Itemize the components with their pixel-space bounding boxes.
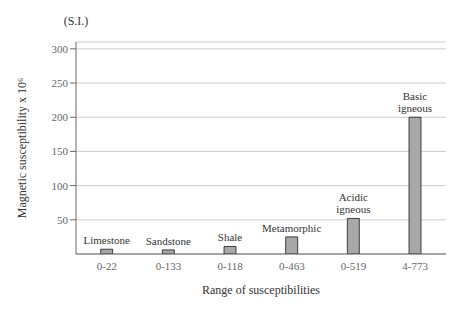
svg-text:0-22: 0-22 [97,260,117,272]
svg-text:300: 300 [52,43,69,55]
svg-text:Sandstone: Sandstone [146,235,191,247]
svg-text:Metamorphic: Metamorphic [262,222,321,234]
svg-text:0-133: 0-133 [156,260,182,272]
svg-text:200: 200 [52,111,69,123]
svg-text:Basicigneous: Basicigneous [398,90,432,114]
svg-text:Magnetic susceptibility x 10⁶: Magnetic susceptibility x 10⁶ [15,78,29,219]
svg-text:0-519: 0-519 [341,260,367,272]
svg-text:Limestone: Limestone [83,234,130,246]
svg-text:150: 150 [52,145,69,157]
svg-text:250: 250 [52,77,69,89]
svg-text:0-118: 0-118 [218,260,244,272]
svg-text:Shale: Shale [218,231,243,243]
html-text:(S.I.): (S.I.) [63,14,89,28]
svg-text:0-463: 0-463 [279,260,305,272]
svg-text:Acidicigneous: Acidicigneous [336,191,370,215]
svg-text:100: 100 [52,180,69,192]
svg-text:50: 50 [57,214,69,226]
svg-text:Range of susceptibilities: Range of susceptibilities [202,283,320,297]
svg-text:4-773: 4-773 [402,260,428,272]
